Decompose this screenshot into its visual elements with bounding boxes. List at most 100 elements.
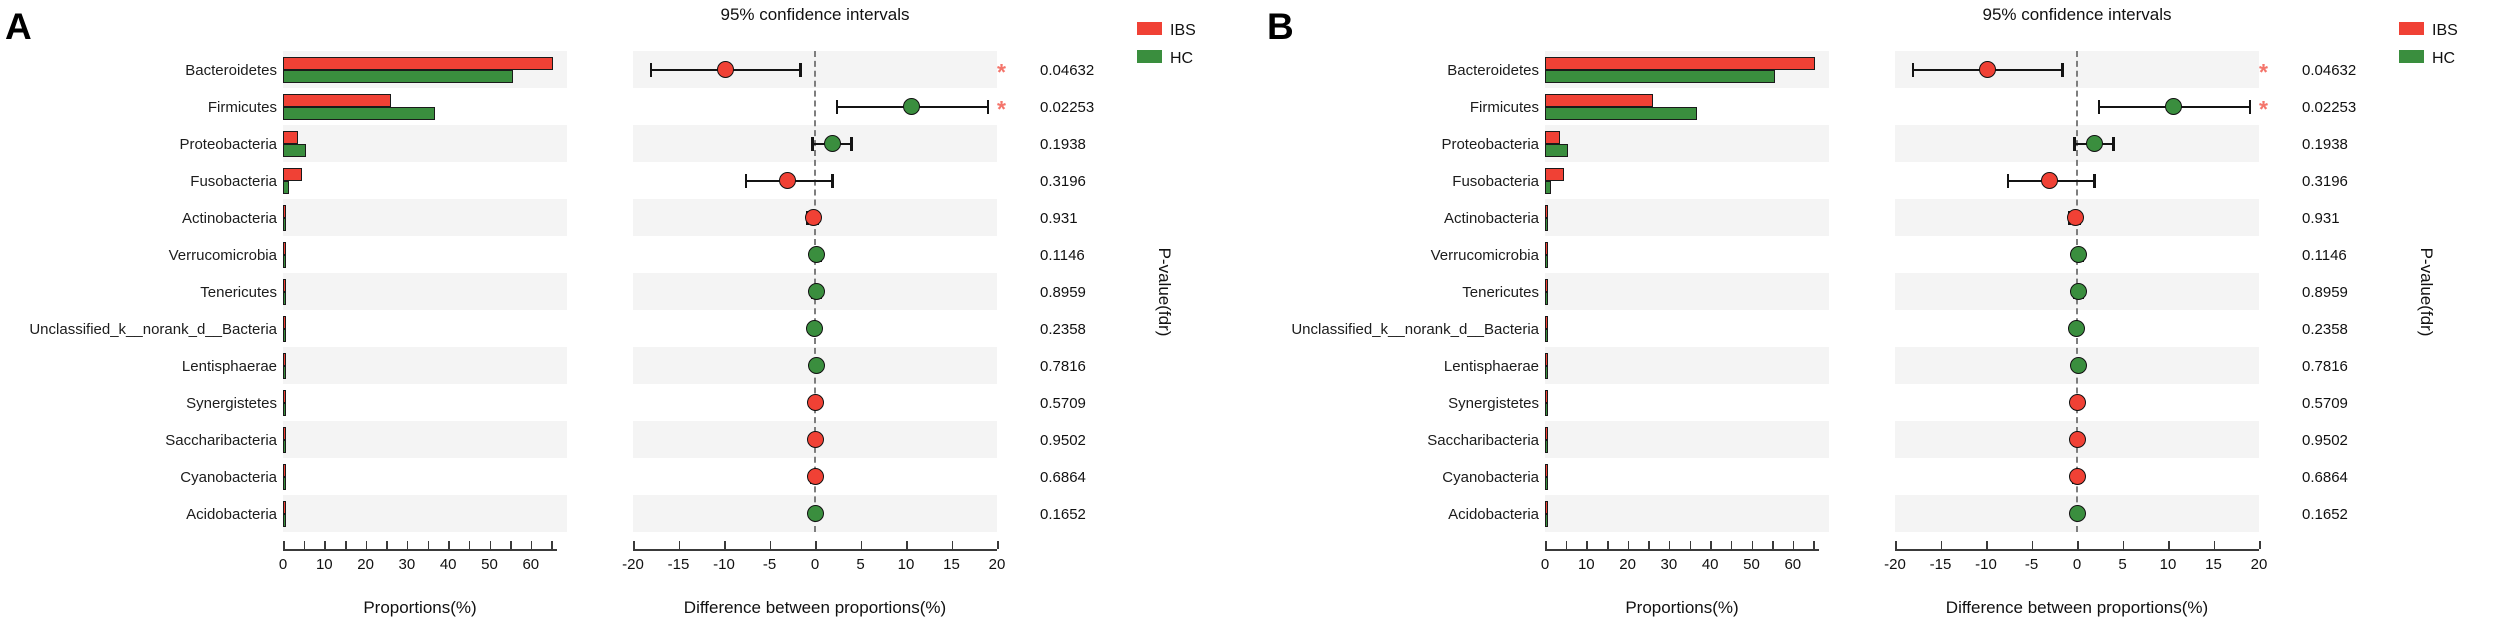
taxon-label: Acidobacteria (1448, 505, 1539, 523)
p-value: 0.2358 (1040, 320, 1086, 338)
taxon-label: Bacteroidetes (1447, 61, 1539, 79)
bar-hc (283, 143, 307, 157)
proportions-tick-label: 20 (1619, 556, 1636, 573)
bar-hc (283, 365, 286, 379)
bar-ibs (1545, 93, 1654, 107)
ci-mean-dot (2070, 283, 2088, 300)
bar-ibs (283, 352, 286, 366)
legend-swatch-hc (2399, 50, 2424, 63)
p-value: 0.1146 (2302, 246, 2347, 264)
difference-axis-tick (951, 541, 954, 549)
bar-hc (283, 254, 286, 268)
proportions-axis-tick (1586, 541, 1588, 549)
ci-mean-dot (1979, 61, 1997, 78)
row-band (283, 347, 567, 384)
proportions-axis-tick (530, 541, 533, 549)
ci-mean-dot (2041, 172, 2059, 189)
ci-error-cap-right (2248, 99, 2252, 114)
bar-ibs (1545, 426, 1548, 440)
difference-tick-label: -20 (1884, 556, 1906, 573)
ci-error-cap-left (2097, 99, 2101, 114)
bar-hc (1545, 439, 1548, 453)
proportions-axis-title: Proportions(%) (1625, 598, 1739, 617)
panel-label: A (5, 6, 32, 47)
proportions-tick-label: 30 (1660, 556, 1678, 573)
ci-mean-dot (808, 283, 826, 300)
bar-hc (1545, 476, 1548, 490)
proportions-axis (1545, 549, 1819, 551)
row-band (1545, 495, 1829, 532)
taxon-label: Unclassified_k__norank_d__Bacteria (1291, 320, 1539, 338)
bar-hc (283, 402, 286, 416)
taxon-label: Synergistetes (1448, 394, 1539, 412)
proportions-axis (283, 549, 557, 551)
bar-ibs (283, 204, 286, 218)
difference-tick-label: 15 (943, 556, 960, 573)
difference-tick-label: -10 (713, 556, 735, 573)
bar-hc (283, 513, 286, 527)
ci-error-cap-left (2006, 173, 2010, 188)
bar-ibs (283, 315, 286, 329)
bar-hc (283, 180, 290, 194)
proportions-tick-label: 60 (522, 556, 540, 573)
legend-swatch-ibs (2399, 22, 2424, 35)
bar-ibs (1545, 204, 1548, 218)
proportions-axis-tick (1751, 541, 1754, 549)
bar-ibs (1545, 167, 1564, 181)
significance-marker: * (997, 58, 1006, 85)
p-value: 0.7816 (2302, 357, 2348, 375)
proportions-axis-tick (1792, 541, 1795, 549)
bar-ibs (1545, 130, 1561, 144)
difference-axis-tick (815, 541, 817, 549)
ci-error-cap-left (1911, 62, 1915, 77)
taxon-label: Firmicutes (1469, 98, 1539, 116)
p-value: 0.1652 (2302, 505, 2348, 523)
ci-error-cap-right (986, 99, 990, 114)
taxon-label: Actinobacteria (1443, 209, 1539, 227)
significance-marker: * (2259, 58, 2268, 85)
difference-axis-tick (2259, 541, 2261, 549)
bar-ibs (1545, 315, 1548, 329)
ci-mean-dot (808, 246, 826, 263)
ci-mean-dot (717, 61, 735, 78)
proportions-tick-label: 0 (278, 556, 288, 573)
taxon-label: Cyanobacteria (180, 468, 277, 486)
row-band (283, 273, 567, 310)
bar-hc (283, 439, 286, 453)
bar-hc (1545, 402, 1548, 416)
bar-hc (1545, 143, 1569, 157)
difference-tick-label: 0 (810, 556, 820, 573)
ci-error-cap-left (810, 136, 814, 151)
significance-marker: * (2259, 95, 2268, 122)
difference-tick-label: 10 (897, 556, 915, 573)
ci-mean-dot (823, 135, 841, 152)
proportions-tick-label: 40 (439, 556, 457, 573)
bar-hc (283, 106, 435, 120)
ci-error-cap-right (850, 136, 853, 151)
ci-mean-dot (2070, 357, 2088, 374)
taxon-label: Cyanobacteria (1442, 468, 1539, 486)
row-band (1545, 125, 1829, 162)
proportions-tick-label: 10 (315, 556, 333, 573)
ci-mean-dot (2068, 468, 2086, 485)
ci-mean-dot (805, 320, 823, 337)
proportions-axis-tick (1730, 541, 1733, 549)
proportions-tick-label: 0 (1540, 556, 1550, 573)
bar-ibs (1545, 278, 1548, 292)
difference-axis (633, 549, 997, 551)
proportions-axis-tick (344, 541, 347, 549)
difference-axis-tick (633, 541, 635, 549)
difference-axis-title: Difference between proportions(%) (1945, 598, 2209, 617)
ci-mean-dot (804, 209, 822, 226)
bar-hc (283, 328, 286, 342)
bar-hc (1545, 328, 1548, 342)
proportions-tick-label: 60 (1784, 556, 1802, 573)
difference-axis-title: Difference between proportions(%) (683, 598, 947, 617)
difference-tick-label: -5 (762, 556, 777, 573)
ci-mean-dot (2068, 505, 2086, 522)
ci-mean-dot (806, 505, 824, 522)
ci-error-cap-left (2072, 136, 2076, 151)
taxon-label: Lentisphaerae (1443, 357, 1539, 375)
ci-mean-dot (2067, 320, 2085, 337)
